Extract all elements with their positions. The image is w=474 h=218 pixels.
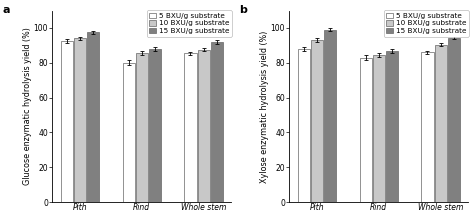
Bar: [87, 32, 99, 202]
Bar: [149, 49, 161, 202]
Bar: [386, 51, 398, 202]
Bar: [61, 41, 73, 202]
Text: b: b: [239, 5, 247, 15]
Bar: [360, 58, 372, 202]
Bar: [373, 55, 385, 202]
Bar: [210, 42, 223, 202]
Legend: 5 BXU/g substrate, 10 BXU/g substrate, 15 BXU/g substrate: 5 BXU/g substrate, 10 BXU/g substrate, 1…: [146, 10, 232, 37]
Bar: [198, 50, 210, 202]
Bar: [324, 30, 336, 202]
Bar: [447, 37, 460, 202]
Bar: [184, 53, 197, 202]
Bar: [298, 49, 310, 202]
Bar: [311, 40, 323, 202]
Bar: [74, 38, 86, 202]
Bar: [123, 63, 135, 202]
Y-axis label: Xylose enzymatic hydrolysis yield (%): Xylose enzymatic hydrolysis yield (%): [260, 30, 269, 182]
Text: a: a: [2, 5, 9, 15]
Y-axis label: Glucose enzymatic hydrolysis yield (%): Glucose enzymatic hydrolysis yield (%): [23, 27, 32, 185]
Bar: [421, 52, 434, 202]
Bar: [136, 53, 148, 202]
Legend: 5 BXU/g substrate, 10 BXU/g substrate, 15 BXU/g substrate: 5 BXU/g substrate, 10 BXU/g substrate, 1…: [383, 10, 469, 37]
Bar: [435, 44, 447, 202]
